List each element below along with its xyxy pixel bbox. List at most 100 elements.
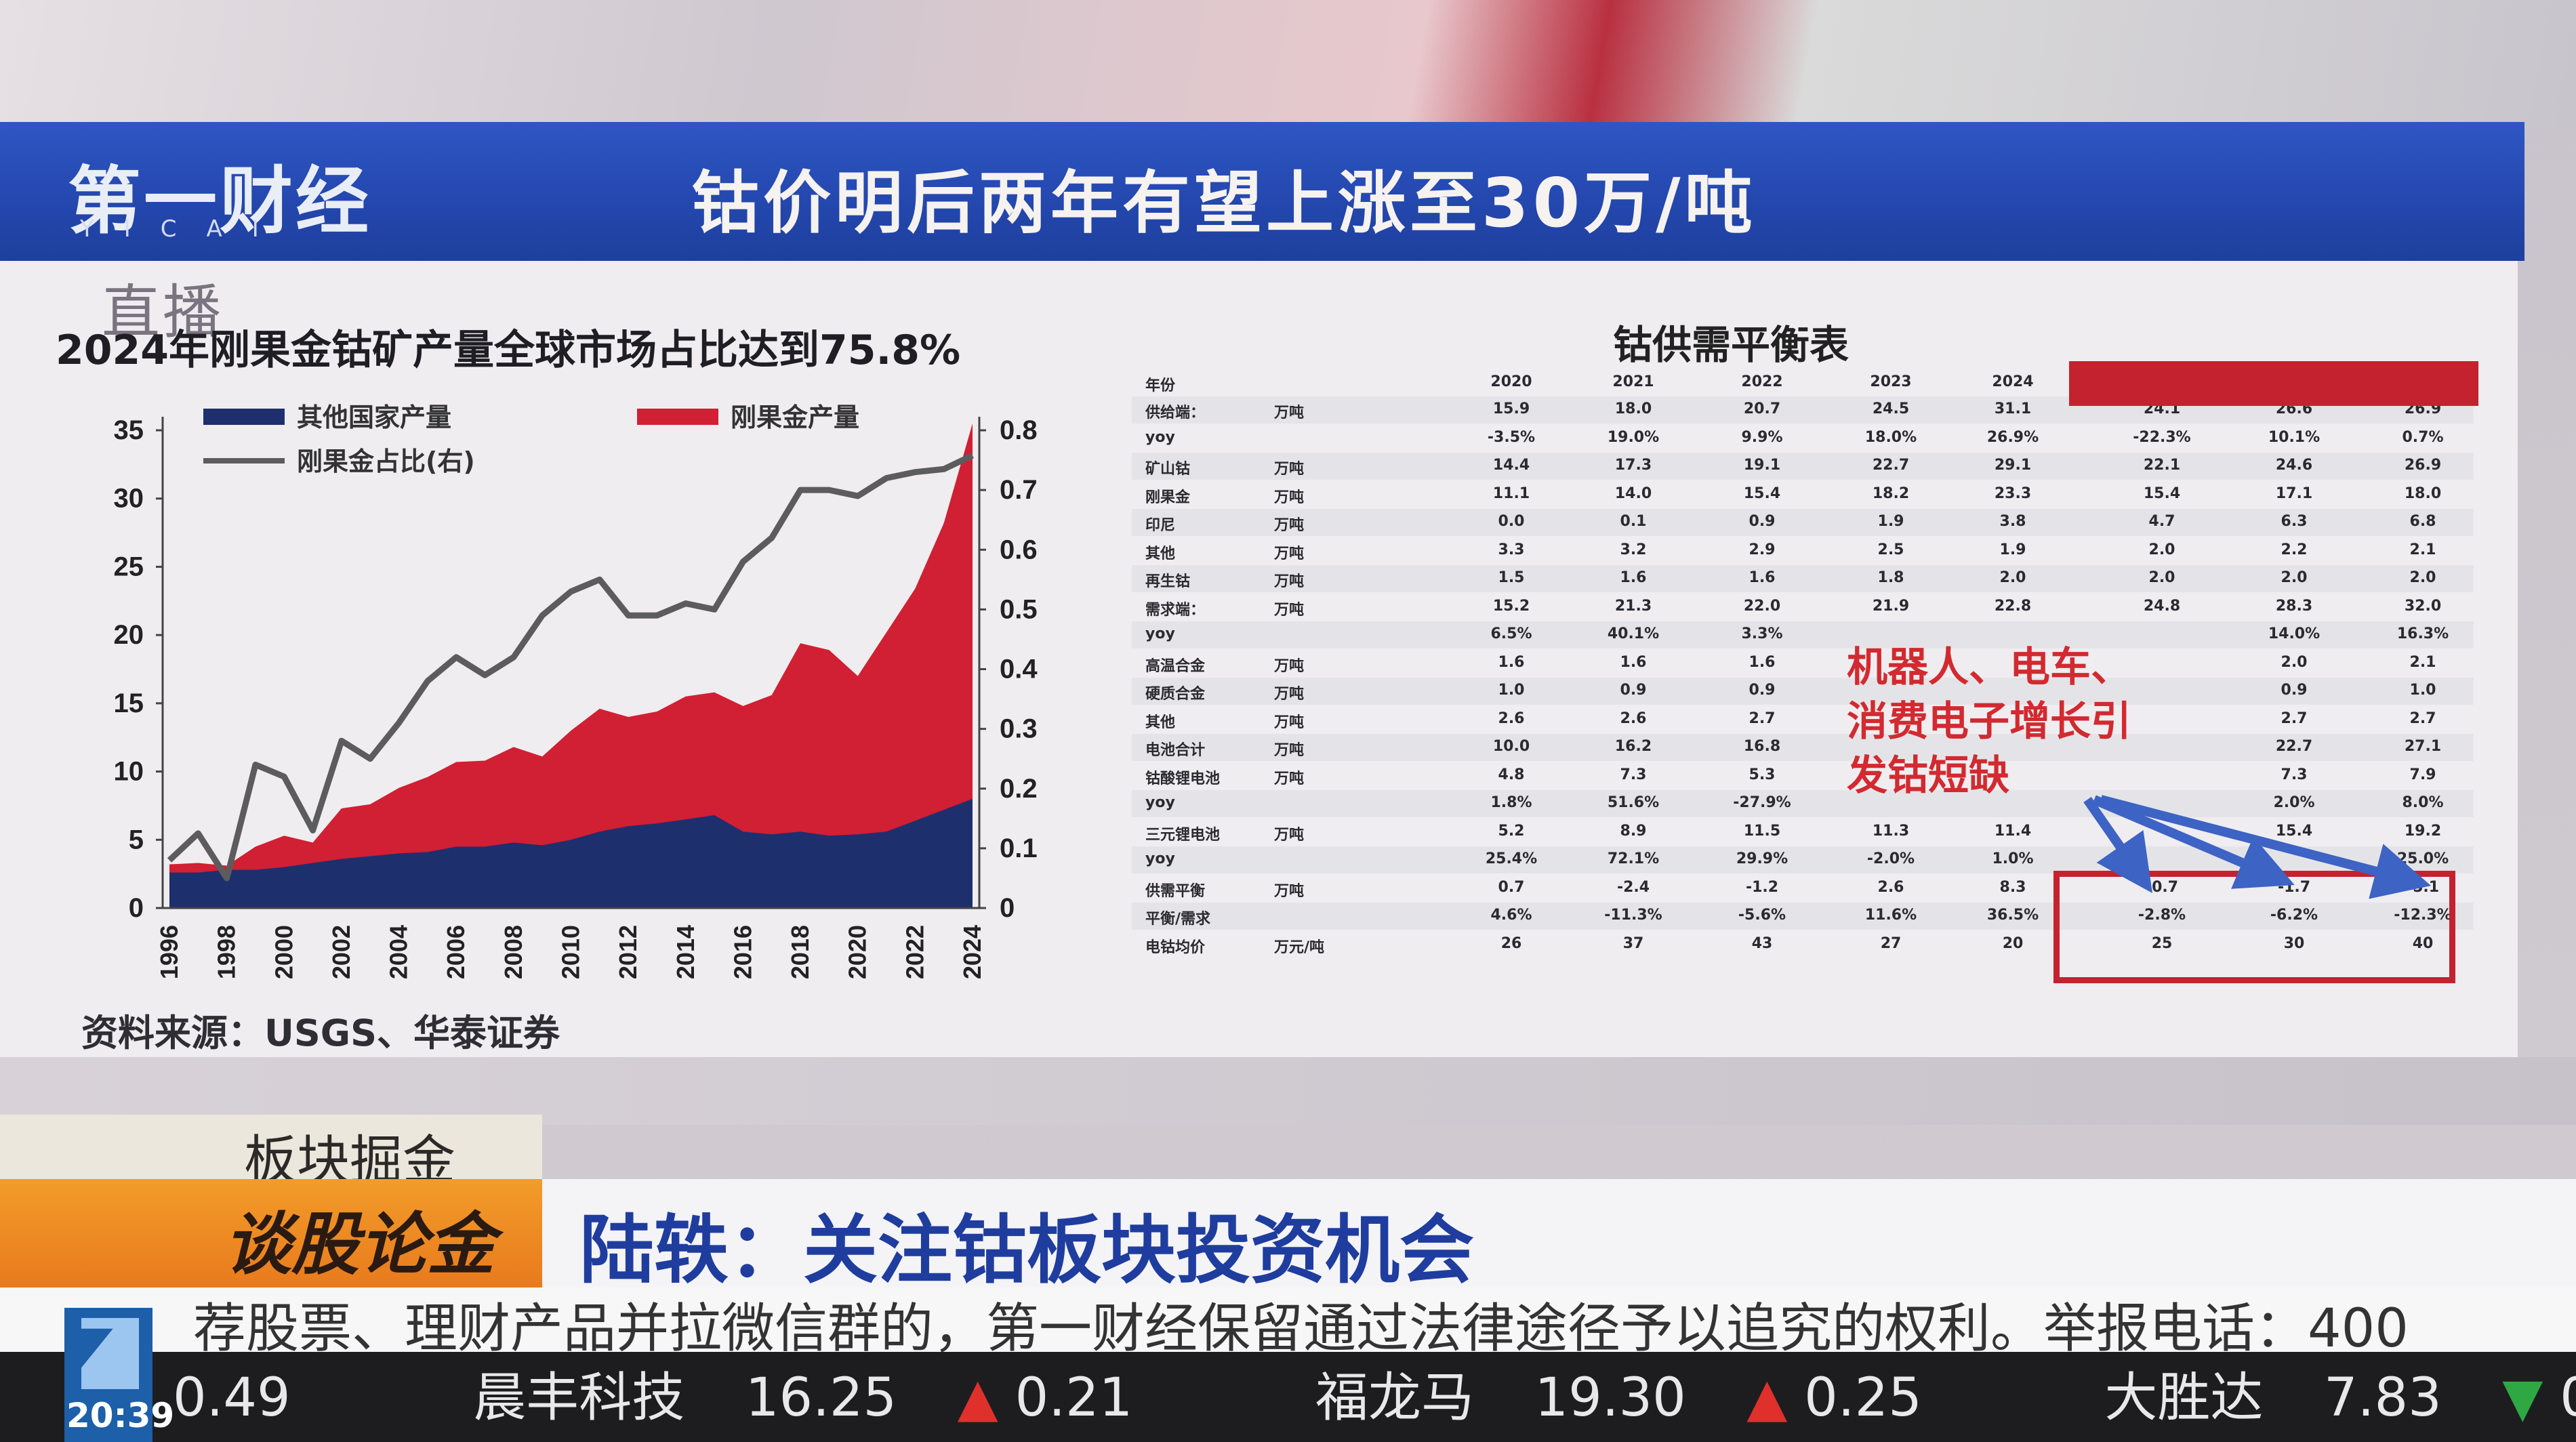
value-cell: 40.1%: [1607, 625, 1660, 642]
value-cell: 8.9: [1620, 822, 1647, 840]
value-cell: 1.6: [1620, 653, 1647, 671]
row-label: 年份: [1145, 377, 1176, 394]
row-label: 高温合金: [1145, 657, 1206, 675]
ticker-price: 19.30: [1534, 1367, 1686, 1428]
value-cell: 30: [2283, 934, 2305, 952]
value-cell: 72.1%: [1607, 850, 1660, 867]
unit-cell: 万吨: [1274, 405, 1305, 421]
value-cell: 1.6: [1620, 569, 1647, 586]
value-cell: -2.8%: [2138, 907, 2186, 924]
row-label: yoy: [1145, 794, 1175, 811]
unit-cell: 万吨: [1274, 601, 1305, 619]
unit-cell: 万吨: [1274, 489, 1305, 506]
value-cell: 0.0: [1498, 513, 1525, 530]
x-tick-label: 2008: [499, 925, 527, 979]
channel-logo: 第一财经: [68, 159, 372, 244]
value-cell: 2.7: [2281, 709, 2308, 727]
value-cell: 0.1: [1620, 513, 1647, 530]
table-row: 硬质合金 万吨 1.0 0.9 0.9 0.9 1.0: [1132, 678, 2474, 705]
annotation-callout: 机器人、电车、 消费电子增长引 发钴短缺: [1847, 640, 2131, 803]
value-cell: 15.2: [1492, 597, 1530, 615]
table-row: 供需平衡 万吨 0.7 -2.4 -1.2 2.6 8.3 -0.7 -1.7 -5.1: [1132, 875, 2474, 902]
table-row: 高温合金 万吨 1.6 1.6 1.6 2.0 2.1: [1132, 650, 2474, 677]
y2-tick-label: 0.7: [1000, 475, 1038, 505]
row-label: 供给端：: [1145, 405, 1206, 421]
plot-area: 0 5 10 15 20 25 30 35 0 0.1 0.2 0.3 0.4 0.5 0.6 0.7 0.8 1…: [114, 415, 1038, 979]
value-cell: 18.0: [1614, 400, 1652, 417]
x-tick-label: 1998: [213, 925, 241, 979]
value-cell: 43: [1751, 934, 1773, 952]
value-cell: 2023: [1870, 373, 1912, 390]
value-cell: -11.3%: [1604, 907, 1662, 924]
x-tick-label: 2014: [672, 925, 699, 979]
row-label: 刚果金: [1145, 489, 1191, 506]
table-row: 其他 万吨 3.3 3.2 2.9 2.5 1.9 2.0 2.2 2.1: [1132, 537, 2474, 564]
value-cell: 2.0: [1999, 569, 2026, 586]
value-cell: 26: [1500, 934, 1522, 952]
y-tick-label: 10: [114, 757, 144, 787]
value-cell: 18.0: [2404, 485, 2442, 502]
row-label: 其他: [1145, 545, 1176, 562]
value-cell: 6.3: [2281, 513, 2308, 530]
x-tick-label: 2002: [327, 925, 355, 979]
table-row: 需求端： 万吨 15.2 21.3 22.0 21.9 22.8 24.8 28.3 32.0: [1132, 594, 2474, 621]
value-cell: 36.5%: [1986, 907, 2039, 924]
forecast-header-highlight: [2069, 361, 2478, 406]
value-cell: 16.8: [1743, 738, 1781, 755]
value-cell: 0.9: [1749, 682, 1776, 699]
value-cell: 16.2: [1614, 738, 1652, 755]
source-note: 资料来源：USGS、华泰证券: [81, 1012, 560, 1054]
row-label: 再生钴: [1145, 573, 1191, 590]
value-cell: 22.7: [1872, 457, 1910, 474]
table-row: 印尼 万吨 0.0 0.1 0.9 1.9 3.8 4.7 6.3 6.8: [1132, 509, 2474, 536]
value-cell: 23.3: [1994, 485, 2032, 502]
show-logo: 谈股论金: [224, 1205, 495, 1284]
segment-tag-bg: [0, 1115, 542, 1179]
y-tick-label: 0: [129, 893, 144, 923]
value-cell: 6.8: [2409, 513, 2436, 530]
value-cell: 2.2: [2281, 541, 2308, 558]
value-cell: -6.2%: [2270, 907, 2318, 924]
legend-label: 刚果金占比(右): [297, 447, 475, 476]
value-cell: 19.1: [1743, 457, 1781, 474]
unit-cell: 万吨: [1274, 545, 1305, 562]
value-cell: 4.6%: [1490, 907, 1532, 924]
value-cell: 2.0: [2409, 569, 2436, 586]
value-cell: 1.6: [1749, 569, 1776, 586]
value-cell: 10.0: [1492, 738, 1530, 755]
value-cell: 28.3: [2275, 597, 2313, 615]
value-cell: 4.7: [2148, 513, 2175, 530]
value-cell: 1.9: [1999, 541, 2026, 558]
ticker-change: 0.25: [1804, 1367, 1922, 1428]
row-label: 电池合计: [1145, 742, 1206, 759]
value-cell: 2021: [1612, 373, 1654, 390]
value-cell: 9.9%: [1741, 428, 1783, 446]
value-cell: 2.6: [1877, 878, 1904, 896]
value-cell: 2.0%: [2273, 794, 2315, 811]
value-cell: 11.6%: [1864, 907, 1917, 924]
ticker-change: 0.21: [1015, 1367, 1133, 1428]
value-cell: 7.9: [2409, 766, 2436, 783]
unit-cell: 万吨: [1274, 714, 1305, 731]
legend-swatch: [203, 409, 285, 425]
legend-label: 刚果金产量: [731, 403, 859, 432]
table-row: 平衡/需求 4.6% -11.3% -5.6% 11.6% 36.5% -2.8% -6.2%…: [1132, 903, 2474, 930]
table-row: 其他 万吨 2.6 2.6 2.7 2.7 2.7: [1132, 706, 2474, 733]
unit-cell: 万吨: [1274, 657, 1305, 675]
y-tick-label: 15: [114, 688, 144, 718]
value-cell: 15.4: [2143, 485, 2181, 502]
value-cell: 3.3: [1498, 541, 1525, 558]
y-tick-label: 30: [114, 484, 144, 514]
value-cell: 2024: [1992, 373, 2034, 390]
value-cell: 17.3: [1614, 457, 1652, 474]
value-cell: 8.3: [1999, 878, 2026, 896]
row-label: 电钴均价: [1145, 939, 1206, 956]
value-cell: 6.5%: [1490, 625, 1532, 642]
x-tick-label: 2000: [270, 925, 298, 979]
x-tick-label: 2018: [786, 925, 814, 979]
y2-tick-label: 0.1: [1000, 833, 1038, 863]
value-cell: 31.1: [1994, 400, 2032, 417]
row-label: 其他: [1145, 714, 1176, 731]
up-arrow-icon: ▲: [957, 1367, 998, 1428]
value-cell: 5.3: [1749, 766, 1776, 783]
